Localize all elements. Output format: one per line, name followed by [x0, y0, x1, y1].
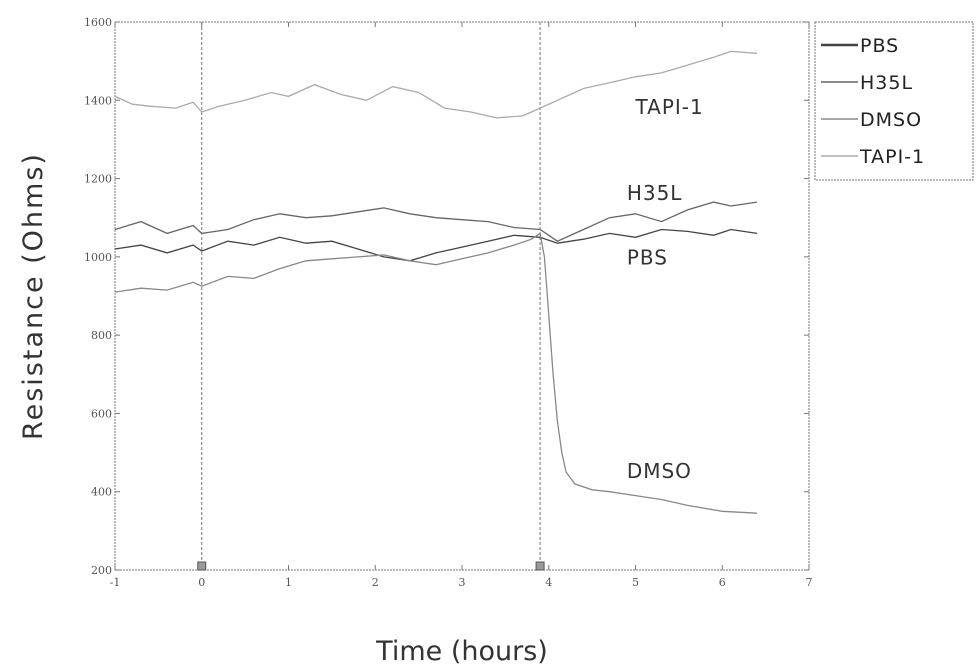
legend-label: PBS: [860, 35, 899, 57]
y-tick-label: 400: [91, 486, 112, 499]
y-tick-label: 1400: [84, 94, 112, 107]
series-line-tapi-1: [114, 50, 758, 119]
annotation-label: PBS: [627, 246, 668, 270]
legend-label: DMSO: [860, 109, 922, 131]
x-axis-ticks: -1 0 1 2 3 4 5 6 7: [110, 22, 813, 589]
x-tick-label: 0: [198, 576, 205, 589]
series-line-dmso: [114, 232, 758, 514]
y-axis-title: Resistance (Ohms): [18, 152, 49, 440]
plot-frame: [114, 21, 810, 571]
x-tick-label: 4: [545, 576, 552, 589]
annotation-label: TAPI-1: [635, 95, 704, 119]
x-tick-label: 5: [632, 576, 639, 589]
vertical-markers: [197, 22, 545, 571]
y-tick-label: 1000: [84, 251, 112, 264]
series-line-pbs: [114, 228, 758, 262]
legend-label: TAPI-1: [859, 146, 925, 168]
x-tick-label: 6: [719, 576, 726, 589]
y-tick-label: 1200: [84, 173, 112, 186]
x-axis-title: Time (hours): [375, 636, 548, 667]
y-tick-label: 200: [91, 564, 112, 577]
legend: PBS H35L DMSO TAPI-1: [814, 21, 974, 181]
time-marker-square: [197, 561, 207, 571]
annotation-label: H35L: [627, 181, 683, 205]
x-tick-label: -1: [110, 576, 121, 589]
x-tick-label: 3: [459, 576, 466, 589]
annotation-label: DMSO: [627, 459, 692, 483]
y-tick-label: 600: [91, 407, 112, 420]
x-tick-label: 2: [372, 576, 379, 589]
y-axis-ticks: 200 400 600 800 1000 1200 1400 1600: [84, 16, 809, 577]
series-lines: [114, 50, 758, 514]
legend-box: [814, 21, 974, 181]
series-line-h35l: [114, 201, 758, 242]
time-marker-square: [535, 561, 545, 571]
series-annotations: TAPI-1 H35L PBS DMSO: [627, 95, 704, 483]
x-tick-label: 1: [285, 576, 292, 589]
x-tick-label: 7: [806, 576, 813, 589]
legend-label: H35L: [860, 72, 913, 94]
y-tick-label: 800: [91, 329, 112, 342]
y-tick-label: 1600: [84, 16, 112, 29]
